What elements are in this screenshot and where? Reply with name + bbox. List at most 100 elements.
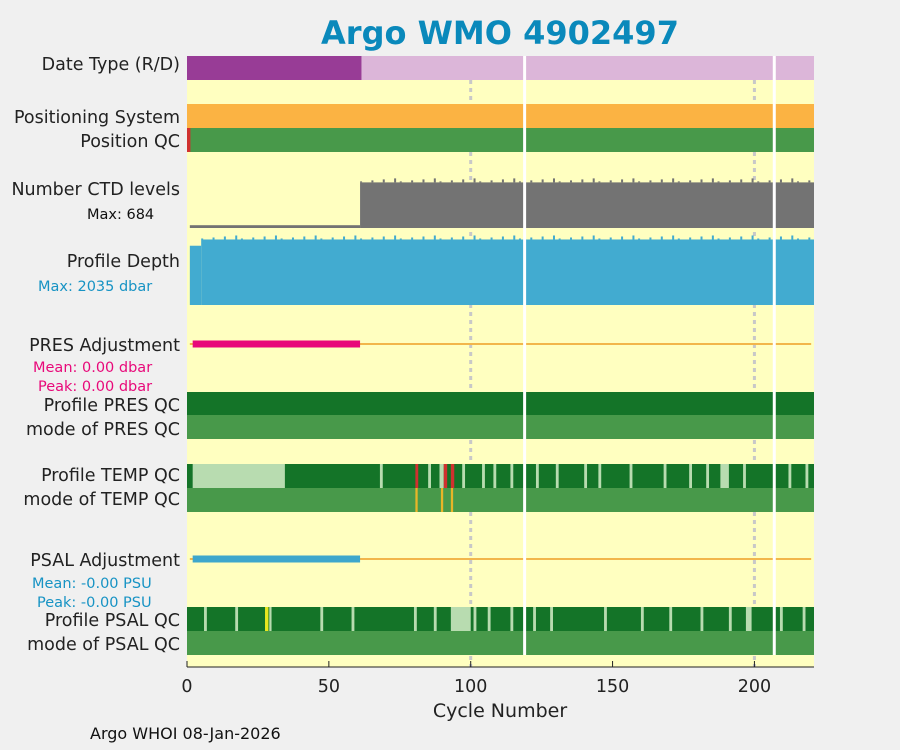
row-4-jag-61 xyxy=(360,238,363,240)
row-3-jag-173 xyxy=(677,181,680,183)
row-3-jag-93 xyxy=(450,180,453,183)
row-4-jag-139 xyxy=(581,236,584,240)
row-4-jag-47 xyxy=(320,238,323,240)
row-3-jag-97 xyxy=(462,179,465,183)
row-4-jag-125 xyxy=(541,236,544,240)
row-8-segment-3 xyxy=(415,464,419,488)
row-8-segment-13 xyxy=(555,464,559,488)
ctd-max-note: Max: 684 xyxy=(87,207,154,223)
row-3-jag-135 xyxy=(570,180,573,183)
row-3-jag-101 xyxy=(473,178,476,183)
row-8-segment-14 xyxy=(584,464,588,488)
row-11-segment-19 xyxy=(728,607,732,631)
row-4-jag-33 xyxy=(280,238,283,240)
row-5-adj-bar xyxy=(192,340,361,348)
gap-lines xyxy=(523,56,776,655)
row-4-jag-103 xyxy=(479,238,482,240)
row-3-jag-69 xyxy=(382,179,385,183)
row-4-jag-163 xyxy=(649,237,652,240)
row-4-jag-97 xyxy=(462,236,465,240)
row-3-jag-205 xyxy=(768,180,771,183)
row-8-segment-12 xyxy=(535,464,539,488)
label-profile-pres-qc: Profile PRES QC xyxy=(44,396,180,416)
row-4-jag-107 xyxy=(490,237,493,240)
grid-lines xyxy=(469,56,756,667)
row-8-segment-22 xyxy=(788,464,792,488)
row-4-jag-201 xyxy=(757,238,760,240)
row-11-segment-4 xyxy=(269,607,272,631)
row-11-segment-2 xyxy=(235,607,239,631)
row-notes: Max: 684 Max: 2035 dbar Mean: 0.00 dbar … xyxy=(32,207,154,611)
row-4-jag-173 xyxy=(677,238,680,240)
row-3-jag-215 xyxy=(796,181,799,183)
row-4-jag-199 xyxy=(751,235,754,240)
row-3-jag-111 xyxy=(501,179,504,183)
row-4-jag-195 xyxy=(740,236,743,240)
row-3-jag-187 xyxy=(717,181,720,183)
row-8-segment-18 xyxy=(689,464,693,488)
psal-peak-note: Peak: -0.00 PSU xyxy=(37,595,152,611)
row-4-jag-185 xyxy=(711,235,714,240)
row-8-segment-6 xyxy=(443,464,448,488)
label-positioning-system: Positioning System xyxy=(14,108,180,128)
row-3-jag-103 xyxy=(479,181,482,183)
row-3-jag-199 xyxy=(751,178,754,183)
label-mode-pres-qc: mode of PRES QC xyxy=(26,420,180,440)
row-4-jag-111 xyxy=(501,236,504,240)
row-4-jag-205 xyxy=(768,237,771,240)
row-11-segment-12 xyxy=(510,607,514,631)
row-6-segment-0 xyxy=(187,392,814,415)
row-8-segment-23 xyxy=(805,464,809,488)
row-4-jag-177 xyxy=(689,237,692,240)
row-3-jag-185 xyxy=(711,178,714,183)
x-tick-label-0: 0 xyxy=(181,677,192,697)
row-4-jag-213 xyxy=(791,235,794,240)
row-3-jag-79 xyxy=(411,180,414,183)
row-4-jag-135 xyxy=(570,237,573,240)
pres-peak-note: Peak: 0.00 dbar xyxy=(38,379,152,395)
row-3-jag-213 xyxy=(791,178,794,183)
row-4-jag-115 xyxy=(513,235,516,240)
row-11-segment-6 xyxy=(351,607,355,631)
label-mode-temp-qc: mode of TEMP QC xyxy=(23,490,180,510)
row-4-jag-87 xyxy=(433,235,436,240)
row-0-segment-1 xyxy=(361,56,814,80)
row-4-jag-101 xyxy=(473,235,476,240)
row-4-jag-37 xyxy=(291,237,294,240)
row-8-segment-11 xyxy=(510,464,514,488)
x-tick-label-100: 100 xyxy=(454,677,487,697)
label-profile-depth: Profile Depth xyxy=(67,252,180,272)
row-11-segment-18 xyxy=(700,607,704,631)
row-4-jag-89 xyxy=(439,238,442,240)
label-profile-psal-qc: Profile PSAL QC xyxy=(45,611,180,631)
row-4-jag-19 xyxy=(240,238,243,240)
x-tick-label-150: 150 xyxy=(596,677,629,697)
row-11-segment-20 xyxy=(745,607,752,631)
data-rows xyxy=(187,56,814,655)
row-4-jag-23 xyxy=(252,237,255,240)
row-4-jag-167 xyxy=(660,236,663,240)
row-3-jag-73 xyxy=(394,178,397,183)
row-4-jag-31 xyxy=(274,235,277,240)
row-3-jag-181 xyxy=(700,179,703,183)
row-4-jag-181 xyxy=(700,236,703,240)
row-8-segment-8 xyxy=(462,464,466,488)
label-psal-adjustment: PSAL Adjustment xyxy=(30,551,180,571)
row-4-jag-17 xyxy=(235,235,238,240)
row-1-segment-0 xyxy=(187,104,814,128)
row-3-jag-87 xyxy=(433,178,436,183)
pres-mean-note: Mean: 0.00 dbar xyxy=(33,360,152,376)
row-4-jag-219 xyxy=(808,237,811,240)
x-tick-label-50: 50 xyxy=(318,677,340,697)
row-11-segment-22 xyxy=(802,607,806,631)
row-8-segment-4 xyxy=(428,464,431,488)
row-3-jag-117 xyxy=(518,181,521,183)
row-9-segment-1 xyxy=(415,488,418,512)
row-11-segment-8 xyxy=(433,607,437,631)
row-3-jag-177 xyxy=(689,180,692,183)
row-11-segment-11 xyxy=(487,607,491,631)
row-4-jag-215 xyxy=(796,238,799,240)
row-3-jag-121 xyxy=(530,180,533,183)
row-labels: Date Type (R/D) Positioning System Posit… xyxy=(11,55,180,655)
